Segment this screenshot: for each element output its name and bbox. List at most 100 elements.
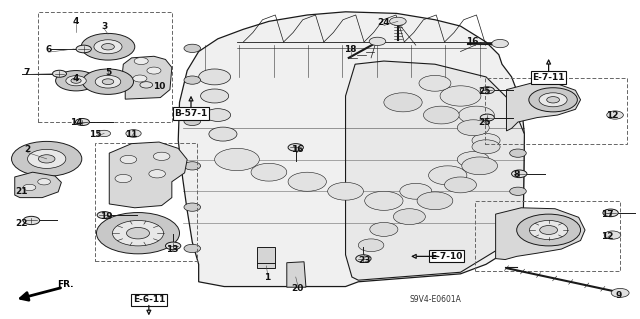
Text: 16: 16 (291, 145, 304, 154)
Circle shape (480, 87, 494, 94)
Circle shape (384, 93, 422, 112)
Circle shape (23, 184, 36, 191)
Polygon shape (506, 83, 580, 131)
Circle shape (445, 177, 476, 193)
Circle shape (166, 242, 180, 250)
Text: 17: 17 (601, 210, 614, 219)
Circle shape (12, 141, 82, 176)
Circle shape (603, 209, 618, 217)
Circle shape (356, 255, 371, 263)
Text: 12: 12 (601, 232, 614, 241)
Circle shape (113, 220, 164, 246)
Text: 4: 4 (73, 17, 79, 26)
Text: 3: 3 (101, 22, 108, 31)
Circle shape (288, 172, 326, 191)
Circle shape (429, 166, 467, 185)
Circle shape (115, 174, 132, 183)
Circle shape (611, 288, 629, 297)
Circle shape (126, 130, 141, 137)
Circle shape (529, 88, 577, 112)
Circle shape (184, 162, 200, 170)
Polygon shape (495, 208, 585, 260)
Polygon shape (15, 172, 61, 197)
Text: 16: 16 (466, 38, 478, 47)
Circle shape (184, 244, 200, 253)
Circle shape (547, 97, 559, 103)
Circle shape (94, 40, 122, 54)
Circle shape (394, 209, 426, 225)
Text: 25: 25 (479, 117, 491, 127)
Text: 10: 10 (153, 82, 165, 91)
Text: 5: 5 (105, 68, 111, 77)
Circle shape (205, 109, 230, 122)
Polygon shape (122, 56, 172, 99)
Circle shape (511, 170, 527, 178)
Text: E-7-11: E-7-11 (532, 73, 565, 82)
Circle shape (134, 57, 148, 64)
Text: 9: 9 (616, 291, 622, 300)
Polygon shape (287, 262, 306, 287)
Circle shape (365, 191, 403, 210)
Text: E-7-10: E-7-10 (430, 252, 463, 261)
Circle shape (184, 44, 200, 52)
Circle shape (209, 127, 237, 141)
Circle shape (529, 220, 568, 240)
Circle shape (358, 239, 384, 252)
Circle shape (539, 93, 567, 107)
Circle shape (38, 155, 55, 163)
Circle shape (417, 192, 453, 210)
Text: 4: 4 (73, 74, 79, 83)
Text: 2: 2 (24, 145, 31, 154)
Circle shape (83, 69, 134, 94)
Circle shape (120, 155, 137, 164)
Text: 13: 13 (166, 245, 178, 254)
Circle shape (38, 179, 51, 185)
Circle shape (607, 111, 623, 119)
Text: 6: 6 (45, 45, 52, 55)
Text: 23: 23 (358, 256, 371, 265)
Text: 8: 8 (513, 170, 520, 179)
Circle shape (419, 75, 451, 91)
Polygon shape (346, 61, 524, 280)
Circle shape (458, 152, 489, 167)
Text: 14: 14 (70, 117, 83, 127)
Circle shape (95, 75, 121, 88)
Circle shape (140, 82, 153, 88)
Circle shape (604, 231, 621, 239)
Circle shape (28, 149, 66, 168)
Circle shape (184, 76, 200, 84)
Circle shape (184, 117, 200, 125)
Circle shape (369, 37, 386, 46)
Text: 7: 7 (23, 68, 29, 77)
Circle shape (97, 211, 111, 219)
Circle shape (98, 130, 111, 137)
Circle shape (81, 33, 135, 60)
Circle shape (200, 89, 228, 103)
Circle shape (23, 216, 40, 225)
Circle shape (458, 120, 489, 136)
Text: 25: 25 (479, 87, 491, 96)
Circle shape (390, 17, 406, 26)
Circle shape (509, 149, 526, 157)
Circle shape (459, 106, 494, 124)
Circle shape (214, 148, 259, 171)
Polygon shape (178, 12, 524, 286)
Circle shape (424, 106, 460, 124)
Text: 15: 15 (89, 130, 102, 139)
Circle shape (492, 40, 508, 48)
Text: 11: 11 (125, 130, 138, 138)
Circle shape (149, 170, 166, 178)
Circle shape (400, 183, 432, 199)
Circle shape (76, 119, 90, 125)
Circle shape (509, 187, 526, 196)
Text: 19: 19 (100, 212, 113, 221)
Text: 12: 12 (606, 111, 619, 120)
Text: S9V4-E0601A: S9V4-E0601A (409, 295, 461, 304)
Text: 20: 20 (291, 284, 304, 293)
Circle shape (509, 225, 526, 234)
Circle shape (76, 45, 92, 53)
Circle shape (102, 79, 114, 85)
Circle shape (184, 203, 200, 211)
Circle shape (440, 86, 481, 106)
Circle shape (154, 152, 170, 160)
